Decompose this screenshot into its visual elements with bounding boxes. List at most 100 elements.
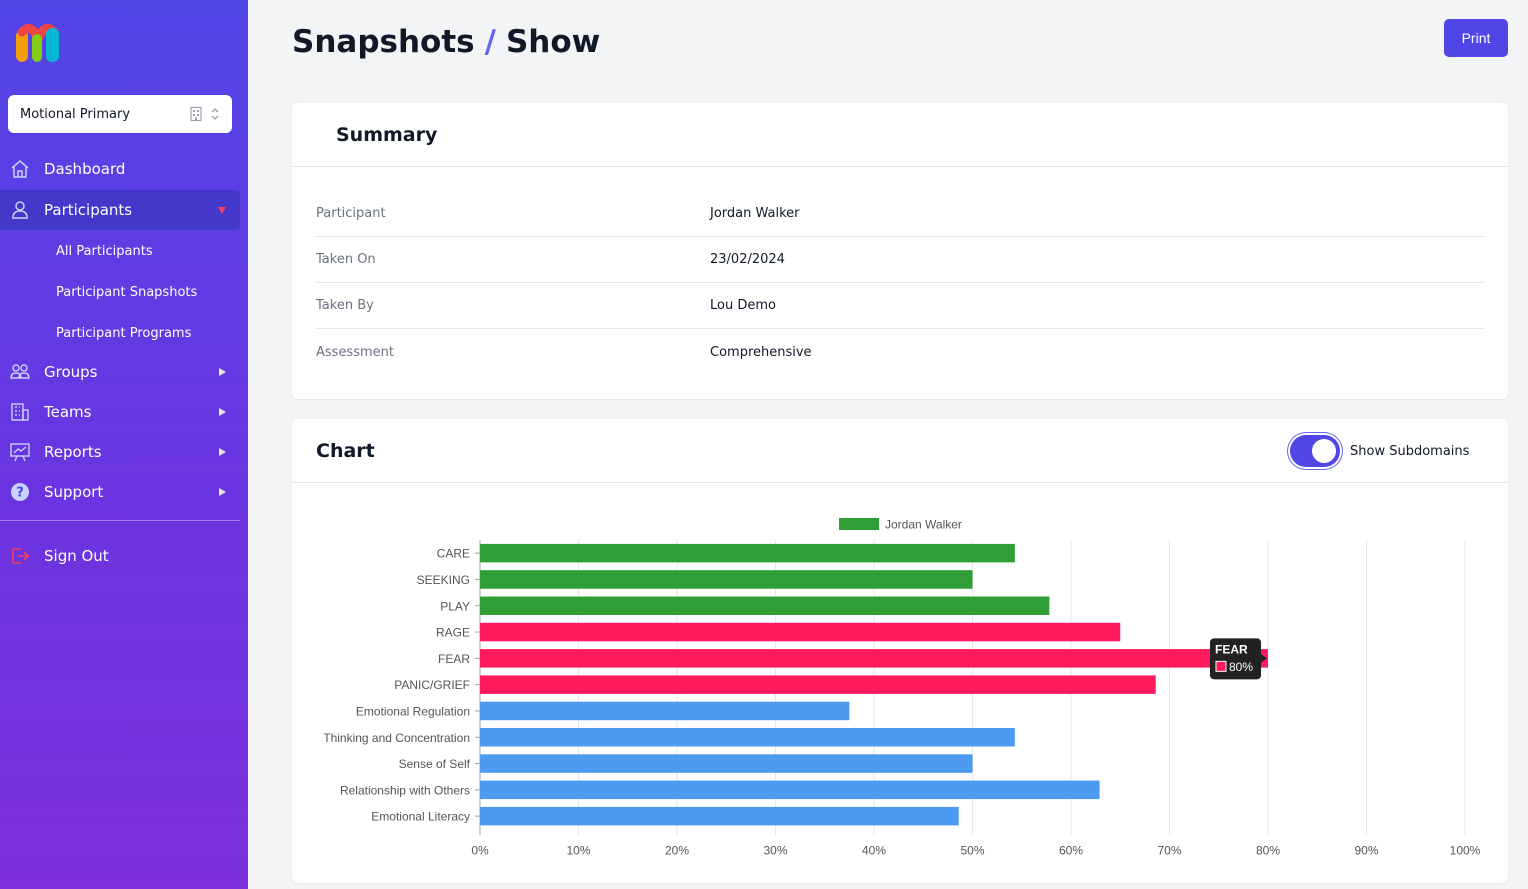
sidebar-item-label: Reports bbox=[44, 443, 102, 461]
summary-list: Participant Jordan Walker Taken On 23/02… bbox=[316, 191, 1484, 375]
tooltip-value: 80% bbox=[1229, 660, 1253, 674]
x-tick-label: 40% bbox=[862, 843, 886, 857]
y-tick-label: FEAR bbox=[438, 652, 470, 666]
caret-right-icon bbox=[219, 408, 226, 416]
tooltip-title: FEAR bbox=[1215, 642, 1248, 656]
chart-card: Chart Show Subdomains 0% 10% 20% 30% 40% 50% 6… bbox=[292, 419, 1508, 883]
caret-right-icon bbox=[219, 448, 226, 456]
caret-right-icon bbox=[219, 368, 226, 376]
sidebar-item-reports[interactable]: Reports bbox=[0, 432, 240, 472]
print-button[interactable]: Print bbox=[1444, 19, 1508, 57]
y-tick-label: SEEKING bbox=[417, 573, 470, 587]
presentation-chart-icon bbox=[8, 440, 32, 464]
sidebar-item-sign-out[interactable]: Sign Out bbox=[0, 536, 240, 576]
summary-title: Summary bbox=[336, 123, 438, 146]
svg-text:?: ? bbox=[16, 486, 24, 501]
motional-logo[interactable] bbox=[14, 20, 62, 66]
breadcrumb-current: Show bbox=[505, 24, 601, 60]
building-icon bbox=[8, 400, 32, 424]
summary-label: Participant bbox=[316, 206, 386, 221]
bar bbox=[480, 728, 1015, 747]
chart-title: Chart bbox=[316, 439, 375, 462]
bar bbox=[480, 675, 1156, 694]
x-tick-label: 0% bbox=[471, 843, 489, 857]
summary-row-participant: Participant Jordan Walker bbox=[316, 191, 1484, 237]
sidebar-item-participants[interactable]: Participants bbox=[0, 190, 240, 230]
bar bbox=[480, 622, 1121, 642]
x-tick-label: 60% bbox=[1059, 843, 1083, 857]
bar bbox=[480, 543, 1015, 563]
subdomains-toggle-group: Show Subdomains bbox=[1290, 435, 1469, 467]
legend-label: Jordan Walker bbox=[885, 518, 962, 532]
sidebar-item-label: Participants bbox=[44, 201, 133, 219]
caret-right-icon bbox=[219, 488, 226, 496]
summary-row-taken-by: Taken By Lou Demo bbox=[316, 283, 1484, 329]
x-tick-label: 30% bbox=[763, 843, 787, 857]
sidebar-divider bbox=[0, 520, 240, 521]
sidebar: Motional Primary Dashboard Participants … bbox=[0, 0, 248, 889]
x-tick-label: 20% bbox=[665, 843, 689, 857]
y-tick-label: PANIC/GRIEF bbox=[394, 678, 470, 692]
bar bbox=[480, 570, 973, 589]
sidebar-subitem-participant-programs[interactable]: Participant Programs bbox=[56, 326, 192, 341]
user-icon bbox=[8, 198, 32, 222]
x-tick-label: 70% bbox=[1157, 843, 1181, 857]
y-tick-label: Emotional Literacy bbox=[371, 810, 470, 824]
breadcrumb-section[interactable]: Snapshots bbox=[292, 24, 475, 60]
bar bbox=[480, 649, 1268, 668]
toggle-knob bbox=[1312, 439, 1336, 463]
bar-chart: 0% 10% 20% 30% 40% 50% 60% 70% 80% 90% 100% Jordan … bbox=[323, 518, 1481, 858]
summary-value: 23/02/2024 bbox=[710, 252, 785, 267]
sidebar-item-groups[interactable]: Groups bbox=[0, 352, 240, 392]
sidebar-subitem-participant-snapshots[interactable]: Participant Snapshots bbox=[56, 285, 198, 300]
show-subdomains-label: Show Subdomains bbox=[1350, 443, 1470, 459]
organisation-select[interactable]: Motional Primary bbox=[8, 95, 232, 133]
bar bbox=[480, 780, 1100, 800]
y-tick-label: Thinking and Concentration bbox=[323, 731, 470, 745]
building-icon bbox=[190, 106, 202, 122]
legend-swatch bbox=[839, 518, 879, 530]
summary-row-assessment: Assessment Comprehensive bbox=[316, 329, 1484, 375]
sidebar-subitem-all-participants[interactable]: All Participants bbox=[56, 244, 153, 259]
x-tick-label: 90% bbox=[1354, 843, 1378, 857]
y-tick-label: RAGE bbox=[436, 626, 470, 640]
home-icon bbox=[8, 157, 32, 181]
summary-label: Taken On bbox=[316, 252, 376, 267]
bar bbox=[480, 806, 959, 826]
x-tick-label: 100% bbox=[1450, 843, 1481, 857]
sidebar-item-teams[interactable]: Teams bbox=[0, 392, 240, 432]
show-subdomains-toggle[interactable] bbox=[1290, 435, 1340, 467]
bar bbox=[480, 596, 1050, 615]
y-tick-label: Relationship with Others bbox=[340, 783, 470, 797]
sidebar-item-label: Teams bbox=[44, 403, 92, 421]
summary-card: Summary Participant Jordan Walker Taken … bbox=[292, 103, 1508, 399]
x-tick-label: 50% bbox=[960, 843, 984, 857]
question-circle-icon: ? bbox=[8, 480, 32, 504]
y-tick-label: CARE bbox=[437, 547, 470, 561]
sidebar-item-label: Sign Out bbox=[44, 547, 109, 565]
x-tick-label: 80% bbox=[1256, 843, 1280, 857]
y-tick-label: Sense of Self bbox=[399, 757, 471, 771]
summary-value: Jordan Walker bbox=[710, 206, 800, 221]
bar bbox=[480, 701, 850, 721]
sidebar-item-label: Support bbox=[44, 483, 104, 501]
sign-out-icon bbox=[8, 544, 32, 568]
summary-value: Lou Demo bbox=[710, 298, 776, 313]
sidebar-item-support[interactable]: ? Support bbox=[0, 472, 240, 512]
bar bbox=[480, 754, 973, 773]
sidebar-item-dashboard[interactable]: Dashboard bbox=[0, 149, 240, 189]
tooltip-swatch bbox=[1215, 660, 1227, 672]
summary-value: Comprehensive bbox=[710, 344, 812, 360]
x-tick-label: 10% bbox=[566, 843, 590, 857]
users-icon bbox=[8, 360, 32, 384]
caret-down-icon bbox=[218, 206, 226, 214]
y-tick-label: PLAY bbox=[440, 599, 470, 613]
sidebar-item-label: Groups bbox=[44, 363, 98, 381]
summary-label: Assessment bbox=[316, 344, 394, 360]
summary-row-taken-on: Taken On 23/02/2024 bbox=[316, 237, 1484, 283]
breadcrumb-separator: / bbox=[484, 24, 496, 60]
y-tick-label: Emotional Regulation bbox=[356, 704, 470, 718]
sidebar-item-label: Dashboard bbox=[44, 160, 126, 178]
summary-label: Taken By bbox=[316, 298, 374, 313]
organisation-select-value: Motional Primary bbox=[20, 106, 131, 122]
